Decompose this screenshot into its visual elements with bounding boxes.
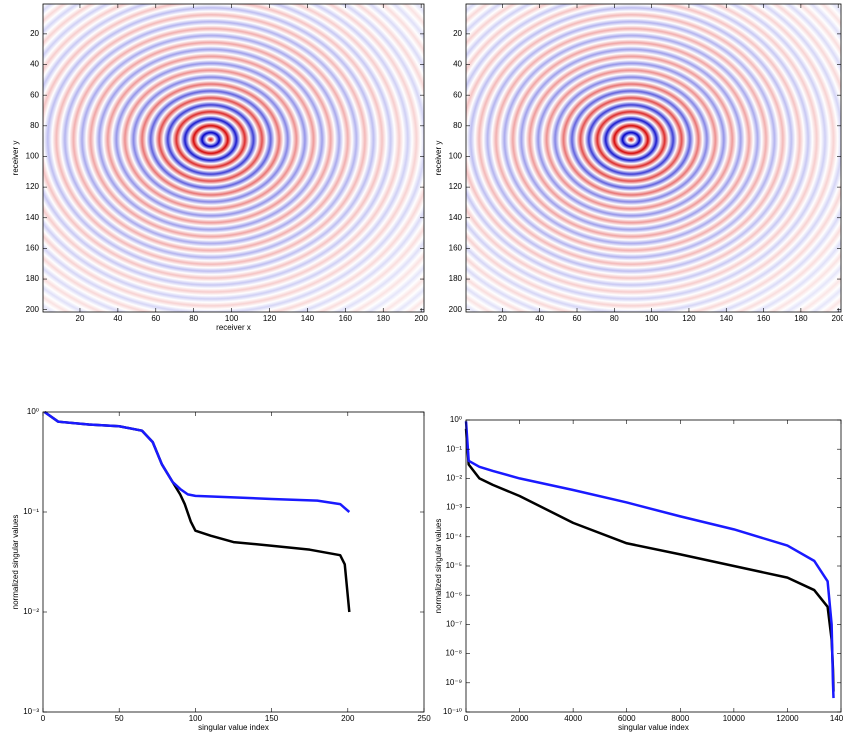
x-tick-label: 60: [573, 314, 582, 323]
y-tick-label: 180: [449, 274, 463, 283]
x-tick-label: 0: [41, 714, 46, 723]
y-axis-label: normalized singular values: [434, 519, 443, 614]
y-tick-label: 200: [26, 305, 40, 314]
x-tick-label: 40: [535, 314, 544, 323]
wavefield-fade: [466, 4, 841, 312]
line: [464, 428, 835, 692]
x-tick-label: 20: [76, 314, 85, 323]
x-axis-label: receiver x: [216, 323, 251, 332]
x-tick-label: 180: [794, 314, 808, 323]
x-tick-label: 140: [301, 314, 315, 323]
y-tick-label: 20: [30, 29, 39, 38]
line: [464, 421, 835, 699]
x-tick-label: 80: [610, 314, 619, 323]
y-tick-label: 10⁰: [450, 415, 462, 424]
x-tick-label: 160: [339, 314, 353, 323]
y-tick-label: 10⁻³: [23, 707, 39, 716]
y-axis-label: receiver y: [434, 141, 443, 176]
y-axis-label: normalized singular values: [11, 515, 20, 610]
wavefield-fade: [43, 4, 424, 312]
y-tick-label: 120: [449, 182, 463, 191]
y-tick-label: 10⁻²: [23, 607, 39, 616]
y-tick-label: 60: [453, 90, 462, 99]
y-tick-label: 10⁻¹: [23, 507, 39, 516]
y-tick-label: 100: [26, 152, 40, 161]
x-tick-label: 60: [151, 314, 160, 323]
x-tick-label: 180: [377, 314, 391, 323]
x-tick-label: 120: [682, 314, 696, 323]
y-tick-label: 140: [449, 213, 463, 222]
x-tick-label: 200: [414, 314, 428, 323]
x-tick-label: 2000: [511, 714, 529, 723]
x-tick-label: 50: [115, 714, 124, 723]
x-axis-label: singular value index: [198, 723, 269, 732]
x-tick-label: 12000: [776, 714, 799, 723]
x-tick-label: 250: [417, 714, 431, 723]
y-tick-label: 40: [453, 60, 462, 69]
x-tick-label: 0: [464, 714, 469, 723]
x-tick-label: 150: [265, 714, 279, 723]
x-tick-label: 100: [645, 314, 659, 323]
y-tick-label: 10⁻⁵: [446, 561, 462, 570]
line: [43, 410, 351, 613]
y-tick-label: 60: [30, 90, 39, 99]
y-tick-label: 40: [30, 60, 39, 69]
axes-frame: [465, 419, 842, 713]
x-tick-label: 4000: [564, 714, 582, 723]
axes-frame: [465, 3, 842, 313]
x-tick-label: 80: [189, 314, 198, 323]
x-tick-label: 6000: [618, 714, 636, 723]
y-tick-label: 10⁻²: [446, 474, 462, 483]
y-tick-label: 100: [449, 152, 463, 161]
y-tick-label: 20: [453, 29, 462, 38]
x-tick-label: 20: [498, 314, 507, 323]
x-tick-label: 10000: [723, 714, 746, 723]
axes-frame: [42, 411, 425, 713]
y-tick-label: 10⁻⁹: [445, 678, 462, 687]
y-tick-label: 180: [26, 274, 40, 283]
y-tick-label: 200: [449, 305, 463, 314]
x-tick-label: 8000: [671, 714, 689, 723]
x-tick-label: 40: [113, 314, 122, 323]
y-tick-label: 10⁻⁷: [446, 620, 462, 629]
x-tick-label: 200: [341, 714, 355, 723]
y-tick-label: 80: [30, 121, 39, 130]
x-tick-label: 14000: [830, 714, 843, 723]
y-tick-label: 120: [26, 182, 40, 191]
x-tick-label: 120: [263, 314, 277, 323]
line: [43, 410, 351, 513]
y-tick-label: 80: [453, 121, 462, 130]
x-tick-label: 200: [832, 314, 843, 323]
y-tick-label: 10⁻³: [446, 503, 462, 512]
x-tick-label: 100: [189, 714, 203, 723]
x-axis-label: singular value index: [618, 723, 689, 732]
y-tick-label: 10⁻¹: [446, 444, 462, 453]
x-tick-label: 100: [225, 314, 239, 323]
y-tick-label: 140: [26, 213, 40, 222]
y-tick-label: 10⁻⁸: [446, 649, 463, 658]
y-tick-label: 10⁻⁶: [446, 590, 462, 599]
x-tick-label: 140: [720, 314, 734, 323]
y-tick-label: 160: [26, 244, 40, 253]
y-tick-label: 160: [449, 244, 463, 253]
y-axis-label: receiver y: [11, 141, 20, 176]
x-tick-label: 160: [757, 314, 771, 323]
axes-frame: [42, 3, 425, 313]
y-tick-label: 10⁻⁴: [445, 532, 462, 541]
y-tick-label: 10⁰: [27, 407, 39, 416]
y-tick-label: 10⁻¹⁰: [443, 707, 462, 716]
